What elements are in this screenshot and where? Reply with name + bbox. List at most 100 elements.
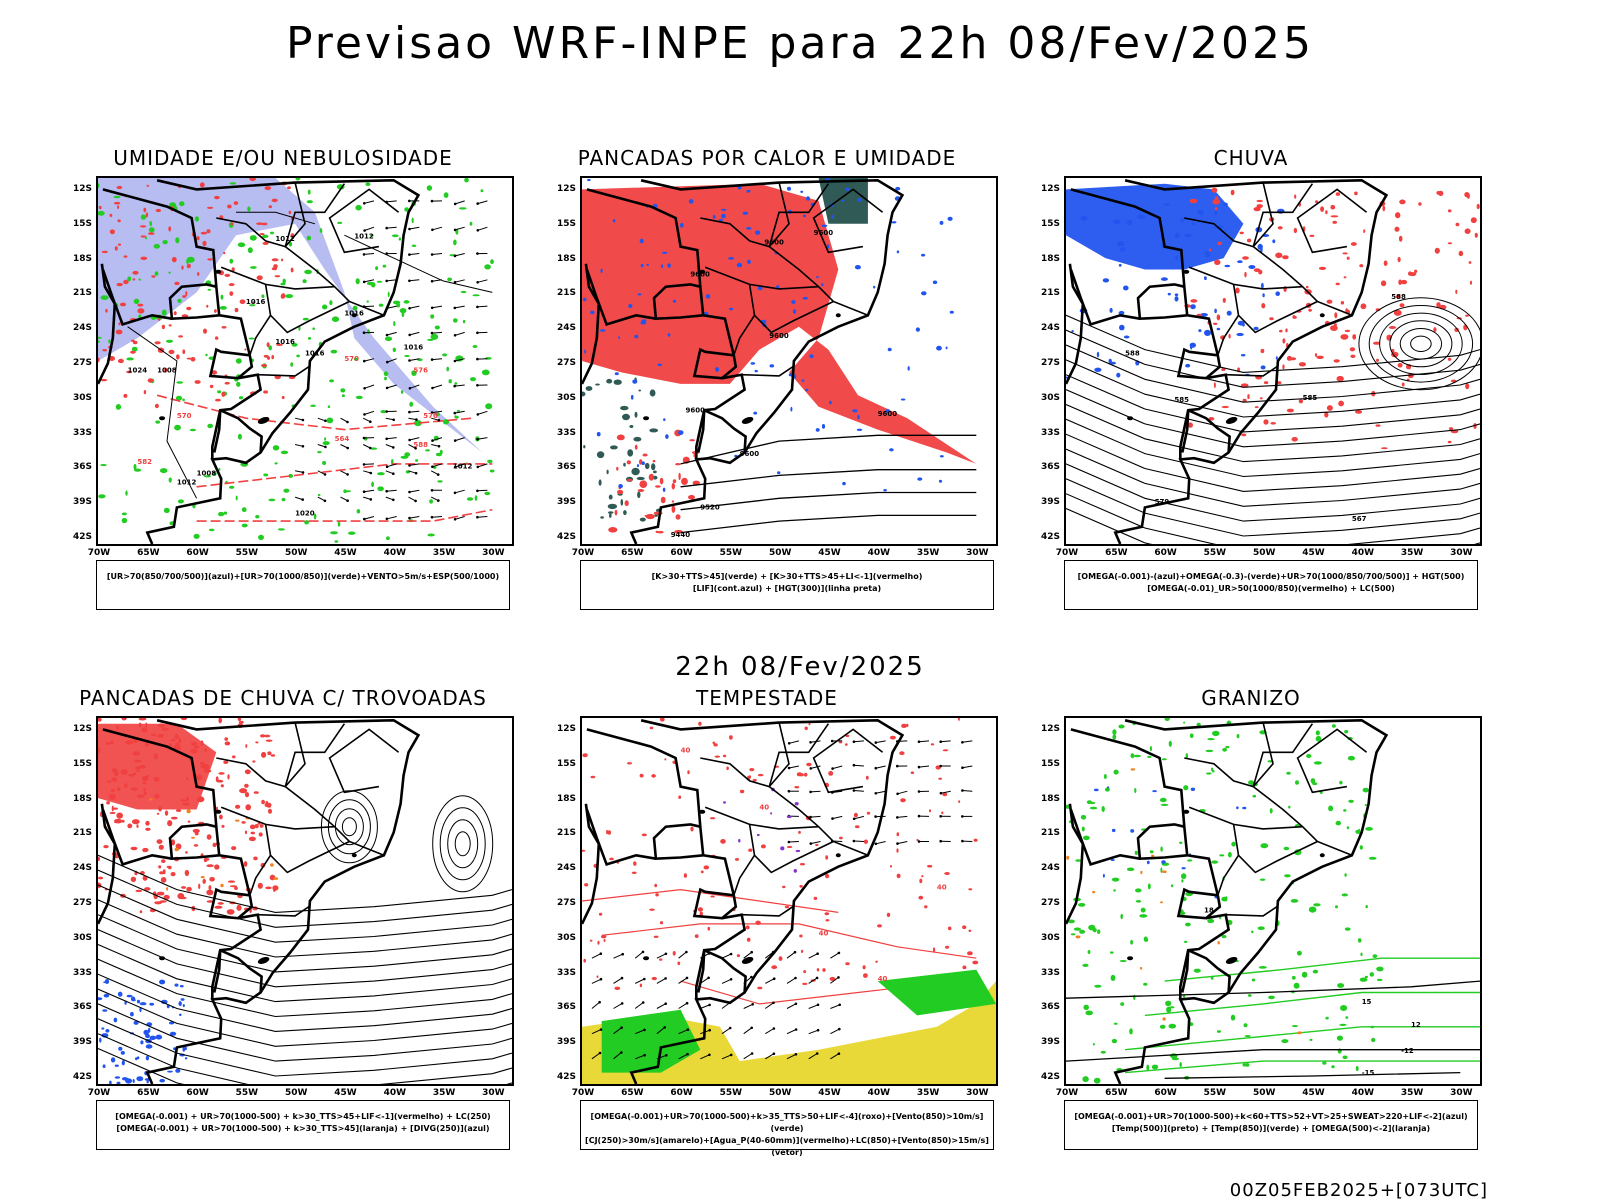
field-speck (1381, 447, 1388, 449)
wind-vector-head (853, 818, 856, 821)
wind-vector-head (838, 952, 841, 955)
field-speck (660, 921, 663, 924)
field-speck (1418, 202, 1421, 205)
field-speck (209, 529, 215, 532)
field-speck (771, 965, 777, 969)
field-speck (1215, 196, 1219, 200)
field-speck (1161, 277, 1168, 281)
field-speck (1340, 1005, 1347, 1011)
field-speck (1260, 879, 1266, 881)
field-speck (1231, 1015, 1235, 1021)
field-speck (166, 887, 168, 891)
field-speck (132, 271, 138, 275)
field-speck (800, 863, 805, 865)
field-speck (1435, 248, 1440, 254)
field-speck (160, 468, 168, 473)
wind-vector (679, 952, 687, 958)
field-speck (615, 510, 618, 516)
wind-vector-head (621, 953, 624, 956)
field-speck (921, 291, 927, 295)
wind-vector (364, 490, 374, 492)
contour-label: 40 (937, 884, 947, 892)
field-speck (688, 495, 695, 500)
field-speck (393, 321, 395, 326)
field-speck (1165, 718, 1170, 721)
wind-vector (409, 254, 419, 255)
wind-vector (657, 954, 666, 958)
lat-tick-label: 12S (62, 184, 92, 194)
field-speck (1351, 242, 1357, 246)
field-speck (1135, 888, 1142, 892)
field-speck (1343, 809, 1346, 812)
field-speck (1214, 260, 1220, 265)
field-speck (375, 266, 378, 270)
field-speck (1103, 874, 1105, 878)
state-border (1234, 824, 1318, 872)
lon-tick-label: 35W (429, 548, 459, 558)
field-speck (1113, 220, 1120, 224)
field-speck (1192, 222, 1196, 225)
field-speck (187, 264, 191, 269)
wind-vector-head (408, 307, 411, 310)
lat-tick-label: 39S (546, 1037, 576, 1047)
field-speck (1341, 301, 1344, 305)
contour-label: 40 (819, 929, 829, 937)
field-speck (1241, 354, 1246, 356)
field-speck (1337, 983, 1344, 988)
wind-vector (477, 306, 487, 307)
field-speck (642, 461, 645, 465)
field-speck (241, 821, 245, 824)
wind-vector-head (918, 740, 921, 743)
field-speck (113, 196, 120, 198)
lat-tick-label: 27S (62, 358, 92, 368)
field-speck (453, 318, 458, 322)
field-speck (485, 403, 492, 409)
streamline (98, 915, 512, 972)
field-speck (1109, 359, 1112, 364)
field-speck (1336, 283, 1340, 286)
field-speck (137, 1000, 140, 1004)
field-speck (273, 445, 279, 450)
streamline (1066, 509, 1480, 545)
field-speck (1338, 401, 1344, 407)
field-speck (1071, 933, 1076, 935)
state-border (742, 907, 793, 916)
country-border (1138, 824, 1187, 858)
field-speck (1190, 733, 1194, 738)
field-speck (159, 845, 164, 850)
field-speck (191, 837, 195, 839)
wind-vector-head (816, 977, 819, 980)
wind-vector (833, 766, 843, 769)
lon-tick-label: 65W (133, 548, 163, 558)
field-speck (245, 804, 251, 810)
field-speck (802, 983, 807, 985)
field-speck (591, 776, 596, 779)
field-speck (918, 896, 923, 900)
field-speck (145, 1034, 150, 1038)
contour-label: 588 (1391, 293, 1406, 301)
field-speck (1237, 734, 1240, 738)
lon-tick-label: 30W (478, 1088, 508, 1098)
wind-vector-head (751, 1003, 754, 1006)
field-speck (929, 809, 931, 812)
field-speck (386, 536, 390, 540)
wind-vector-head (643, 1054, 646, 1057)
field-speck (940, 221, 944, 225)
lon-tick-label: 70W (568, 1088, 598, 1098)
wind-vector-head (415, 472, 418, 475)
field-speck (825, 874, 829, 878)
field-speck (259, 832, 263, 836)
field-speck (356, 396, 363, 399)
lat-tick-label: 39S (62, 1037, 92, 1047)
field-speck (256, 222, 263, 225)
field-speck (1181, 873, 1186, 879)
field-speck (1308, 309, 1312, 312)
field-speck (123, 280, 129, 284)
lat-tick-label: 30S (546, 933, 576, 943)
field-speck (684, 873, 687, 878)
field-speck (179, 1014, 182, 1016)
field-speck (659, 958, 662, 960)
field-speck (365, 182, 370, 186)
field-speck (1342, 893, 1348, 896)
field-speck (1185, 923, 1191, 927)
